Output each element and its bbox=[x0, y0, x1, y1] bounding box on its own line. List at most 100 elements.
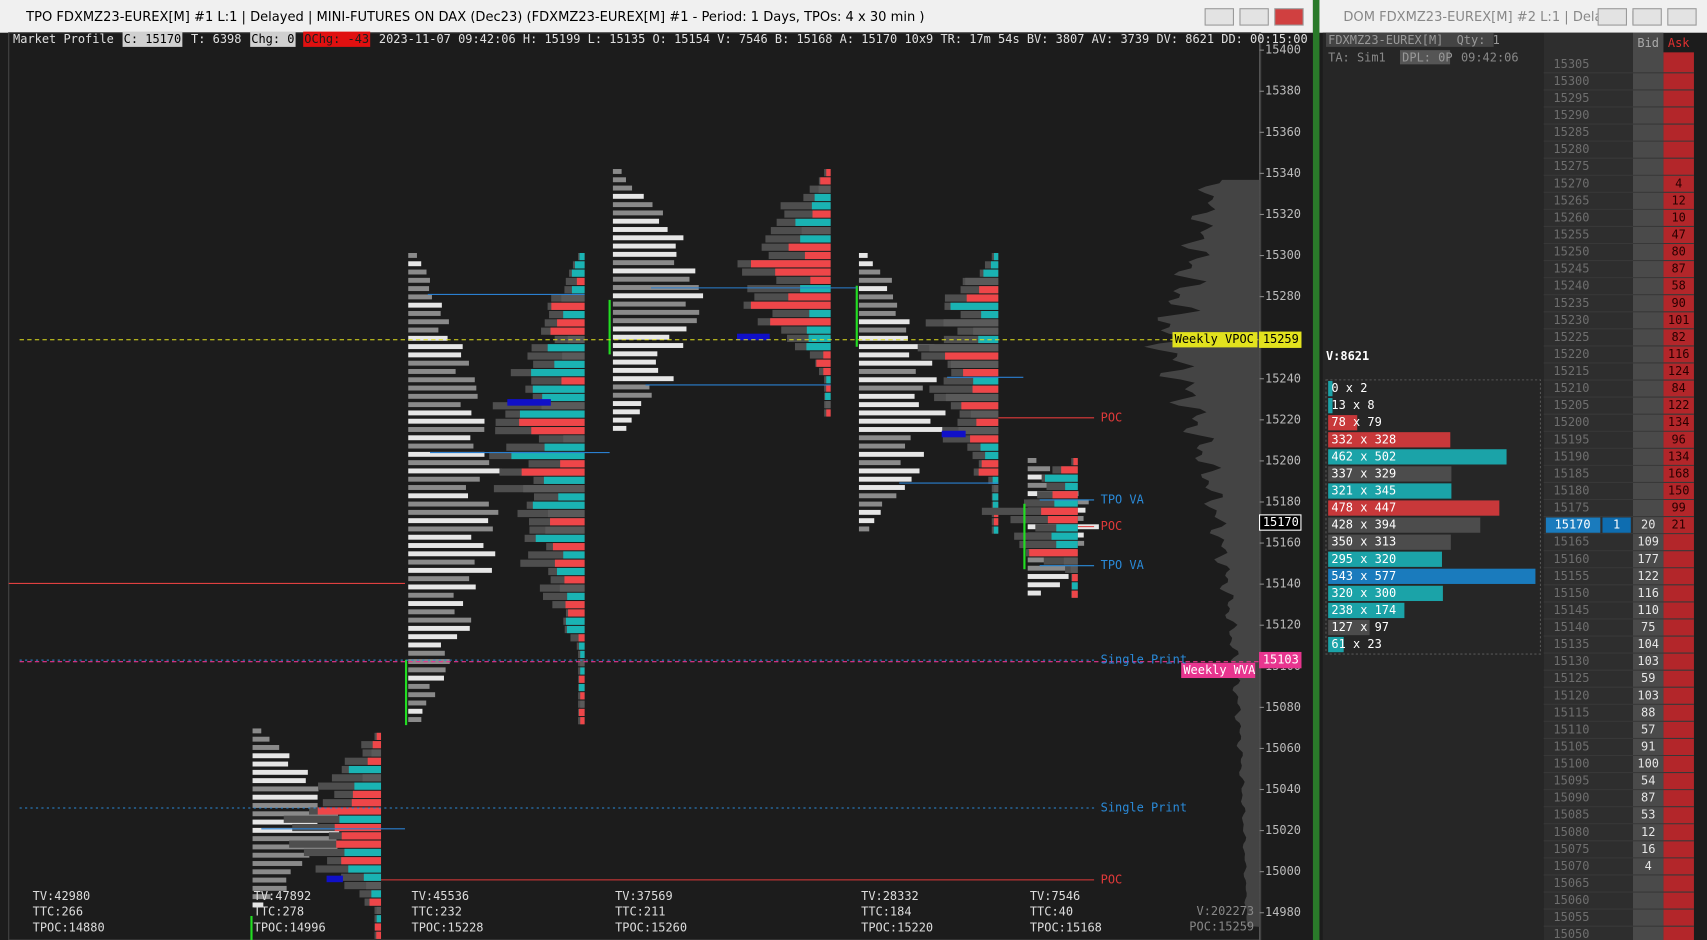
dom-last-qty: 1 bbox=[1613, 518, 1620, 532]
profile-bar bbox=[1029, 549, 1078, 557]
profile-bar bbox=[801, 227, 831, 235]
profile-bar bbox=[362, 774, 382, 782]
profile-bar bbox=[993, 485, 999, 493]
minimize-button[interactable] bbox=[1204, 8, 1234, 26]
profile-shadow bbox=[781, 326, 831, 334]
dom-ask: 21 bbox=[1671, 518, 1685, 532]
dom-bid: 110 bbox=[1637, 603, 1659, 617]
tpo-letters bbox=[408, 601, 464, 606]
tpo-letters bbox=[408, 543, 484, 548]
dom-bid: 12 bbox=[1641, 825, 1655, 839]
tpo-letters bbox=[858, 302, 898, 308]
dom-instrument: FDXMZ23-EUREX[M] bbox=[1328, 33, 1443, 47]
dom-bid: 59 bbox=[1641, 671, 1655, 685]
dom-price: 15220 bbox=[1553, 347, 1589, 361]
dom-bid: 104 bbox=[1637, 637, 1659, 651]
composite-profile bbox=[1144, 179, 1260, 927]
dom-price: 15110 bbox=[1553, 722, 1589, 736]
tpo-letters bbox=[408, 551, 496, 557]
profile-shadow bbox=[776, 276, 831, 284]
close-button[interactable] bbox=[1274, 8, 1304, 26]
profile-bar bbox=[961, 402, 999, 410]
profile-bar bbox=[571, 269, 585, 277]
profile-bar bbox=[992, 493, 999, 501]
dom-volume-row: 332 x 328 bbox=[1331, 432, 1396, 446]
profile-bar bbox=[1041, 507, 1078, 515]
profile-bar bbox=[981, 311, 999, 319]
dom-volume-bar bbox=[1328, 585, 1443, 602]
profile-bar bbox=[558, 493, 585, 501]
profile-bar bbox=[981, 460, 999, 468]
dom-maximize-button[interactable] bbox=[1632, 8, 1662, 26]
profile-bar bbox=[348, 865, 382, 873]
profile-bar bbox=[823, 351, 831, 359]
dom-last-price: 15170 bbox=[1555, 518, 1591, 532]
profile-bar bbox=[578, 683, 585, 692]
tpo-letters bbox=[612, 326, 687, 332]
dom-close-button[interactable] bbox=[1667, 8, 1697, 26]
dom-price: 15235 bbox=[1553, 296, 1589, 310]
profile-bar bbox=[1071, 590, 1078, 598]
dom-price: 15100 bbox=[1553, 757, 1589, 771]
tpo-letters bbox=[408, 708, 423, 714]
tpo-letters bbox=[408, 675, 444, 681]
profile-bar bbox=[945, 393, 999, 402]
dom-volume-row: 462 x 502 bbox=[1331, 449, 1396, 463]
profile-stat: TV:7546 bbox=[1030, 889, 1080, 903]
dom-account: TA: Sim1 bbox=[1328, 50, 1386, 64]
tpo-letters bbox=[612, 384, 650, 390]
profile-bar bbox=[750, 301, 831, 309]
price-marker bbox=[1259, 514, 1302, 531]
profile-bar bbox=[567, 592, 585, 600]
tpo-letters bbox=[408, 659, 450, 664]
profile-bar bbox=[1051, 532, 1078, 540]
profile-bar bbox=[519, 410, 585, 418]
tpo-letters bbox=[408, 443, 474, 449]
profile-stat: TTC:266 bbox=[33, 905, 83, 919]
tpo-letters bbox=[612, 367, 659, 373]
tpo-letters bbox=[408, 609, 455, 615]
profile-bar bbox=[578, 634, 585, 642]
tpo-letters bbox=[408, 252, 417, 258]
profile-shadow bbox=[784, 210, 831, 218]
dom-price: 15050 bbox=[1553, 927, 1589, 940]
profile-bar bbox=[950, 302, 999, 310]
profile-shadow bbox=[981, 507, 1078, 515]
maximize-button[interactable] bbox=[1239, 8, 1269, 26]
dom-bid: 16 bbox=[1641, 842, 1655, 856]
profile-bar bbox=[1047, 516, 1078, 524]
profile-bar bbox=[351, 799, 382, 807]
poc-marker bbox=[941, 430, 966, 438]
tpo-letters bbox=[1027, 466, 1051, 472]
dom-ask: 82 bbox=[1671, 330, 1685, 344]
profile-bar bbox=[550, 327, 585, 335]
profile-bar bbox=[371, 890, 382, 898]
profile-shadow bbox=[943, 377, 999, 385]
dom-volume-bar bbox=[1328, 534, 1451, 550]
profile-stat: TV:45536 bbox=[412, 889, 470, 903]
dom-price: 15270 bbox=[1553, 176, 1589, 190]
dom-price: 15080 bbox=[1553, 825, 1589, 839]
profile-bar bbox=[1056, 524, 1078, 532]
composite-stat: V:202273 bbox=[1197, 904, 1255, 918]
dom-minimize-button[interactable] bbox=[1597, 8, 1627, 26]
tpo-letters bbox=[612, 276, 690, 282]
profile-bar bbox=[548, 509, 585, 518]
dom-ask: 12 bbox=[1671, 193, 1685, 207]
profile-bar bbox=[973, 327, 999, 335]
tpo-letters bbox=[408, 667, 446, 673]
profile-bar bbox=[580, 650, 585, 658]
dom-volume-row: 543 x 577 bbox=[1331, 569, 1396, 583]
dom-price: 15305 bbox=[1553, 57, 1589, 71]
tpo-letters bbox=[252, 761, 289, 767]
profile-shadow bbox=[528, 551, 585, 559]
dom-price: 15070 bbox=[1553, 859, 1589, 873]
tpo-letters bbox=[858, 427, 943, 432]
profile-bar bbox=[804, 251, 831, 260]
profile-bar bbox=[371, 749, 382, 757]
tpo-letters bbox=[408, 410, 472, 416]
profile-bar bbox=[945, 352, 999, 360]
window-buttons[interactable] bbox=[1204, 8, 1697, 26]
dom-ask: 96 bbox=[1671, 432, 1685, 446]
profile-bar bbox=[825, 401, 831, 409]
